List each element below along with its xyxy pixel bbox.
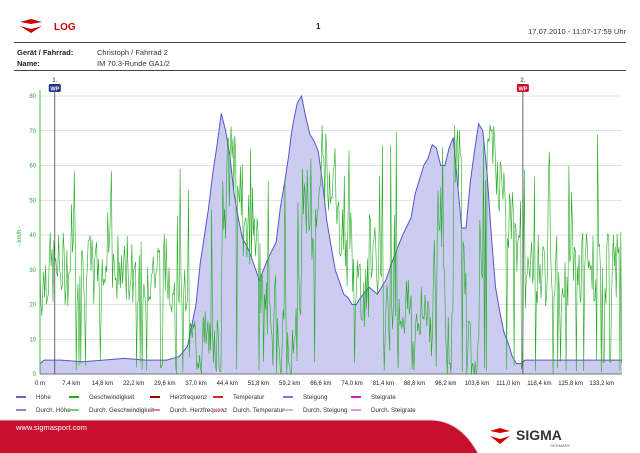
page-title: LOG xyxy=(54,22,76,33)
x-tick-label: 0 m xyxy=(35,381,45,387)
x-tick-label: 74,0 km xyxy=(341,381,362,387)
x-tick-label: 59,2 km xyxy=(279,381,300,387)
waypoint-badge-label: WP xyxy=(50,86,59,92)
header-divider xyxy=(14,42,626,43)
name-label: Name: xyxy=(17,59,40,68)
x-tick-label: 111,0 km xyxy=(496,381,520,387)
legend-item: Geschwindigkeit xyxy=(69,394,134,401)
y-tick-label: 10 xyxy=(29,337,36,343)
legend-swatch xyxy=(351,409,361,412)
brand-sub: GERMANY xyxy=(550,443,571,448)
meta-divider xyxy=(14,70,626,71)
legend-swatch xyxy=(213,409,223,412)
x-tick-label: 66,6 km xyxy=(310,381,331,387)
legend-swatch xyxy=(69,396,79,399)
y-tick-label: 80 xyxy=(29,94,36,100)
legend-swatch xyxy=(351,396,361,399)
legend-label: Durch. Herzfrequenz xyxy=(170,407,228,414)
legend-item: Durch. Steigung xyxy=(283,407,347,414)
legend-item: Durch. Temperatur xyxy=(213,407,284,414)
x-tick-label: 22,2 km xyxy=(123,381,144,387)
device-value: Christoph / Fahrrad 2 xyxy=(97,48,168,57)
y-axis-label: - km/h - xyxy=(17,226,23,246)
page-number: 1 xyxy=(316,22,321,31)
legend-label: Durch. Geschwindigkeit xyxy=(89,407,154,414)
altitude-line xyxy=(39,94,622,365)
recording-datetime: 17.07.2010 - 11:07-17:59 Uhr xyxy=(528,27,626,36)
y-tick-label: 40 xyxy=(29,233,36,239)
speed-line xyxy=(39,124,623,375)
legend-label: Geschwindigkeit xyxy=(89,394,135,401)
altitude-speed-chart: 0 10 20 30 40 50 60 70 80 0 m 7,4 km 14,8 km 22,2 km… xyxy=(17,78,623,387)
legend-item: Steigung xyxy=(283,394,327,401)
legend-swatch xyxy=(283,409,293,412)
legend-item: Durch. Geschwindigkeit xyxy=(69,407,154,414)
legend-item: Höhe xyxy=(16,394,51,401)
x-tick-label: 44,4 km xyxy=(217,381,238,387)
legend-item: Temperatur xyxy=(213,394,264,401)
legend-item: Durch. Herzfrequenz xyxy=(150,407,227,414)
legend-swatch xyxy=(69,409,79,412)
x-tick-label: 14,8 km xyxy=(92,381,113,387)
legend-label: Durch. Temperatur xyxy=(233,407,285,414)
sigma-logo-mark-icon xyxy=(20,19,42,33)
y-tick-label: 50 xyxy=(29,198,36,204)
sigma-brand-logo-icon: SIGMA GERMANY xyxy=(490,427,571,448)
legend-swatch xyxy=(150,396,160,399)
legend-item: Durch. Steigrate xyxy=(351,407,416,414)
legend-label: Durch. Steigung xyxy=(303,407,348,414)
x-tick-label: 96,2 km xyxy=(435,381,456,387)
legend-label: Durch. Steigrate xyxy=(371,407,416,414)
y-tick-label: 70 xyxy=(29,129,36,135)
waypoint-number: 1. xyxy=(52,78,57,84)
legend-swatch xyxy=(283,396,293,399)
x-tick-label: 81,4 km xyxy=(373,381,394,387)
x-tick-label: 88,8 km xyxy=(404,381,425,387)
legend-label: Höhe xyxy=(36,394,51,401)
legend-swatch xyxy=(150,409,160,412)
waypoint-badge-label: WP xyxy=(518,86,527,92)
x-tick-label: 103,6 km xyxy=(465,381,490,387)
y-tick-label: 20 xyxy=(29,303,36,309)
legend-item: Durch. Höhe xyxy=(16,407,71,414)
legend-label: Steigrate xyxy=(371,394,396,401)
x-tick-label: 51,8 km xyxy=(248,381,269,387)
legend-item: Steigrate xyxy=(351,394,396,401)
waypoint-number: 2. xyxy=(520,78,525,84)
legend-swatch xyxy=(16,409,26,412)
legend-label: Temperatur xyxy=(233,394,265,401)
brand-name: SIGMA xyxy=(516,427,562,443)
y-tick-label: 30 xyxy=(29,268,36,274)
y-tick-label: 0 xyxy=(33,372,37,378)
altitude-area xyxy=(40,96,622,374)
waypoint-badge xyxy=(48,84,61,92)
footer-url-link[interactable]: www.sigmasport.com xyxy=(16,423,87,432)
legend-swatch xyxy=(16,396,26,399)
legend-label: Herzfrequenz xyxy=(170,394,208,401)
x-tick-label: 7,4 km xyxy=(62,381,80,387)
footer-band xyxy=(0,419,479,453)
waypoint-badge xyxy=(516,84,529,92)
y-tick-label: 60 xyxy=(29,164,36,170)
legend-swatch xyxy=(213,396,223,399)
x-tick-label: 37,0 km xyxy=(185,381,206,387)
x-tick-label: 125,8 km xyxy=(558,381,583,387)
x-tick-label: 29,6 km xyxy=(154,381,175,387)
device-label: Gerät / Fahrrad: xyxy=(17,48,74,57)
x-tick-label: 133,2 km xyxy=(589,381,614,387)
x-tick-label: 118,4 km xyxy=(527,381,551,387)
legend-item: Herzfrequenz xyxy=(150,394,207,401)
legend-label: Durch. Höhe xyxy=(36,407,71,414)
name-value: IM 70.3-Runde GA1/2 xyxy=(97,59,170,68)
legend-label: Steigung xyxy=(303,394,328,401)
